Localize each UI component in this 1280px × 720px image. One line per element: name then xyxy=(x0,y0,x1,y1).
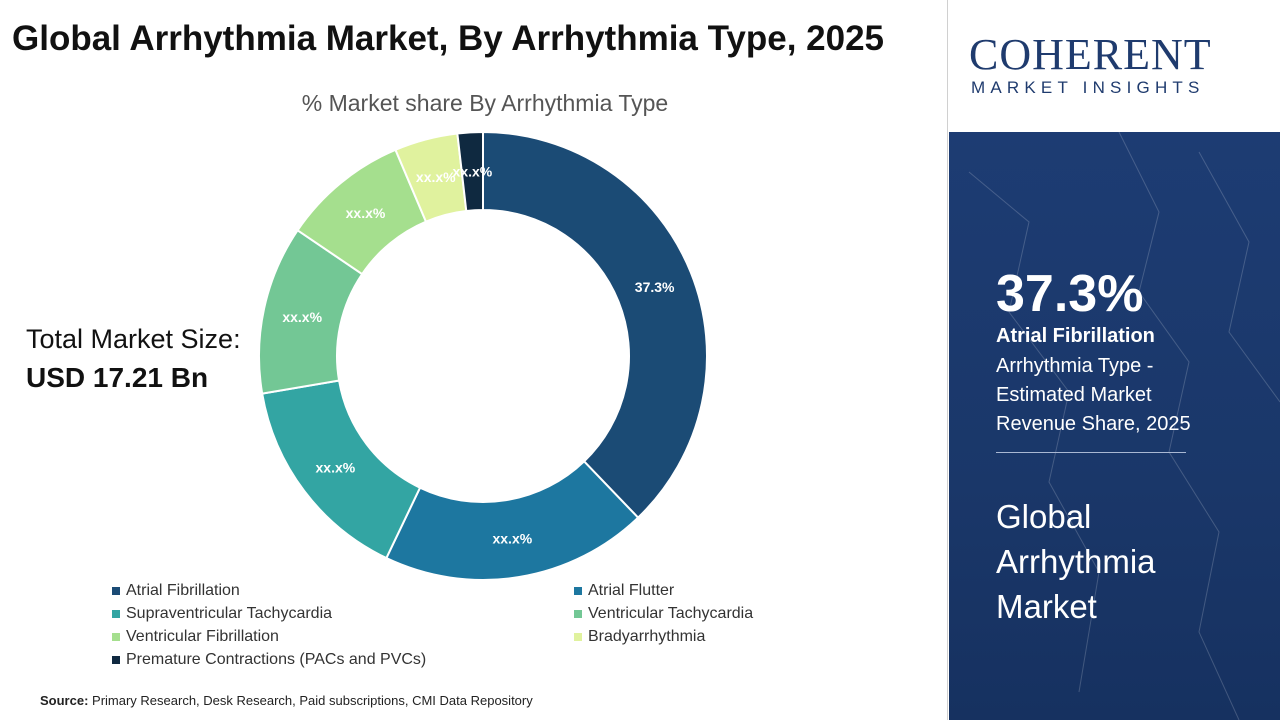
legend-swatch xyxy=(574,633,582,641)
data-label-atrial-flutter: xx.x% xyxy=(492,531,532,547)
highlight-panel: 37.3% Atrial Fibrillation Arrhythmia Typ… xyxy=(949,132,1280,720)
company-logo: COHERENT MARKET INSIGHTS xyxy=(949,0,1280,132)
legend-label: Atrial Flutter xyxy=(588,582,675,599)
donut-chart: 37.3%xx.x%xx.x%xx.x%xx.x%xx.x%xx.x% xyxy=(258,130,708,581)
legend-item-ventricular-tachycardia: Ventricular Tachycardia xyxy=(574,603,814,625)
chart-subtitle: % Market share By Arrhythmia Type xyxy=(301,90,669,116)
legend-label: Supraventricular Tachycardia xyxy=(126,605,333,622)
legend-item-premature-contractions-pacs-and-pvcs: Premature Contractions (PACs and PVCs) xyxy=(112,649,574,671)
data-label-ventricular-tachycardia: xx.x% xyxy=(282,309,322,325)
data-label-premature-contractions-pacs-and-pvcs: xx.x% xyxy=(453,163,493,179)
legend-item-atrial-fibrillation: Atrial Fibrillation xyxy=(112,580,574,602)
slice-atrial-fibrillation xyxy=(482,130,708,520)
source-note: Source: Primary Research, Desk Research,… xyxy=(40,693,533,708)
data-label-atrial-fibrillation: 37.3% xyxy=(635,279,675,295)
legend-item-bradyarrhythmia: Bradyarrhythmia xyxy=(574,626,814,648)
map-background-decoration xyxy=(968,132,1280,720)
legend-swatch xyxy=(112,633,120,641)
legend-swatch xyxy=(574,587,582,595)
chart-panel: Global Arrhythmia Market, By Arrhythmia … xyxy=(12,0,948,720)
logo-wordmark: COHERENT xyxy=(969,30,1212,79)
legend-item-ventricular-fibrillation: Ventricular Fibrillation xyxy=(112,626,574,648)
data-label-bradyarrhythmia: xx.x% xyxy=(416,169,456,185)
legend-label: Bradyarrhythmia xyxy=(588,628,706,645)
data-label-supraventricular-tachycardia: xx.x% xyxy=(316,459,356,475)
data-label-ventricular-fibrillation: xx.x% xyxy=(346,205,386,221)
legend-item-supraventricular-tachycardia: Supraventricular Tachycardia xyxy=(112,603,574,625)
legend-item-atrial-flutter: Atrial Flutter xyxy=(574,580,814,602)
highlight-description: Arrhythmia Type - Estimated Market Reven… xyxy=(996,355,1191,435)
slice-atrial-flutter xyxy=(385,459,640,581)
logo-tagline: MARKET INSIGHTS xyxy=(971,78,1205,97)
legend-swatch xyxy=(574,610,582,618)
market-size-value: USD 17.21 Bn xyxy=(26,362,209,393)
highlight-segment: Atrial Fibrillation xyxy=(996,325,1155,347)
highlight-percentage: 37.3% xyxy=(996,265,1144,323)
slice-premature-contractions-pacs-and-pvcs xyxy=(456,130,484,213)
legend-swatch xyxy=(112,656,120,664)
chart-legend: Atrial Fibrillation Atrial Flutter Suprave… xyxy=(112,580,812,671)
divider xyxy=(996,452,1186,453)
legend-swatch xyxy=(112,610,120,618)
legend-label: Ventricular Fibrillation xyxy=(126,628,279,645)
legend-label: Atrial Fibrillation xyxy=(126,582,240,599)
market-name: Global Arrhythmia Market xyxy=(996,498,1156,625)
page-title: Global Arrhythmia Market, By Arrhythmia … xyxy=(12,19,885,58)
legend-label: Premature Contractions (PACs and PVCs) xyxy=(126,651,427,668)
market-size-label: Total Market Size: xyxy=(26,324,241,354)
legend-label: Ventricular Tachycardia xyxy=(588,605,754,622)
source-text: Primary Research, Desk Research, Paid su… xyxy=(92,693,533,708)
legend-swatch xyxy=(112,587,120,595)
source-label: Source: xyxy=(40,693,89,708)
